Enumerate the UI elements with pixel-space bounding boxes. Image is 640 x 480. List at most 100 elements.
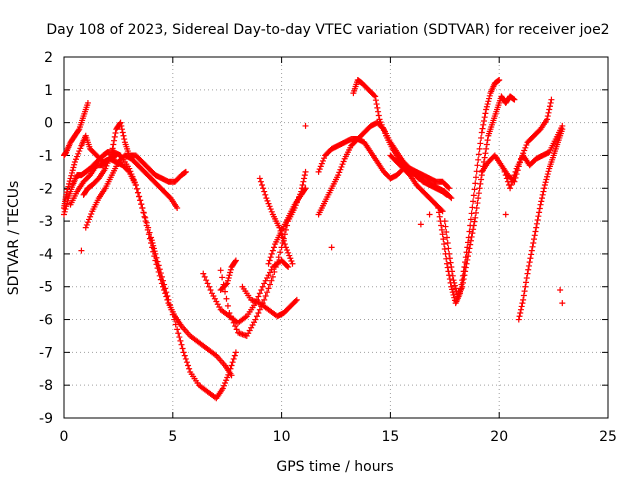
x-tick-label: 0 [60, 429, 69, 445]
data-point-marker [539, 191, 546, 198]
data-point-marker [149, 244, 156, 251]
data-point-marker [467, 241, 474, 248]
data-point-marker [543, 176, 550, 183]
data-point-marker [528, 251, 535, 258]
data-point-marker [541, 181, 548, 188]
data-point-marker [315, 168, 322, 175]
data-point-marker [443, 234, 450, 241]
data-point-marker [120, 132, 127, 139]
data-point-marker [63, 203, 70, 210]
data-point-marker [527, 255, 534, 262]
data-point-marker [542, 179, 549, 186]
data-point-marker [533, 224, 540, 231]
data-point-marker [118, 122, 125, 129]
y-tick-label: -6 [39, 313, 53, 329]
data-point-marker [182, 355, 189, 362]
data-point-marker [262, 277, 269, 284]
data-point-marker [282, 226, 289, 233]
data-point-marker [174, 326, 181, 333]
data-point-marker [261, 296, 268, 303]
data-point-marker [459, 283, 466, 290]
data-point-marker [483, 145, 490, 152]
data-point-marker [480, 117, 487, 124]
data-point-marker [246, 327, 253, 334]
data-point-marker [264, 197, 271, 204]
data-point-marker [302, 185, 309, 192]
data-point-marker [287, 255, 294, 262]
data-point-marker [133, 185, 140, 192]
data-point-marker [475, 195, 482, 202]
data-point-marker [524, 270, 531, 277]
data-point-marker [224, 280, 231, 287]
data-point-marker [210, 293, 217, 300]
data-point-marker [462, 264, 469, 271]
data-point-marker [164, 296, 171, 303]
data-point-marker [469, 230, 476, 237]
data-point-marker [521, 147, 528, 154]
data-point-marker [516, 313, 523, 320]
data-point-marker [111, 133, 118, 140]
data-point-marker [448, 283, 455, 290]
data-point-marker [262, 191, 269, 198]
data-point-marker [270, 244, 277, 251]
data-point-marker [253, 313, 260, 320]
data-point-marker [258, 287, 265, 294]
data-point-marker [134, 189, 141, 196]
data-point-marker [546, 103, 553, 110]
data-point-marker [446, 185, 453, 192]
data-point-marker [106, 154, 113, 161]
data-point-marker [203, 277, 210, 284]
data-point-marker [502, 172, 509, 179]
data-point-marker [545, 168, 552, 175]
data-point-marker [186, 365, 193, 372]
data-point-marker [541, 185, 548, 192]
data-point-marker [136, 193, 143, 200]
data-point-marker [75, 150, 82, 157]
data-point-marker [275, 254, 282, 261]
data-point-marker [483, 141, 490, 148]
data-point-marker [520, 296, 527, 303]
data-point-marker [213, 298, 220, 305]
data-point-marker [517, 306, 524, 313]
data-point-marker [105, 157, 112, 164]
data-point-marker [269, 273, 276, 280]
data-point-marker [82, 224, 89, 231]
data-point-marker [518, 303, 525, 310]
data-point-marker [284, 247, 291, 254]
data-point-marker [268, 277, 275, 284]
data-point-marker [227, 266, 234, 273]
y-tick-label: 1 [44, 83, 53, 99]
data-point-marker [63, 200, 70, 207]
data-point-marker [63, 191, 70, 198]
data-point-marker [460, 276, 467, 283]
data-point-marker [182, 168, 189, 175]
data-point-marker [472, 174, 479, 181]
data-point-marker [472, 214, 479, 221]
data-point-marker [448, 264, 455, 271]
data-point-marker [338, 163, 345, 170]
data-point-marker [265, 200, 272, 207]
data-point-marker [145, 231, 152, 238]
y-tick-label: -2 [39, 181, 53, 197]
data-point-marker [265, 285, 272, 292]
data-point-marker [486, 92, 493, 99]
data-point-marker [282, 244, 289, 251]
data-point-marker [163, 293, 170, 300]
data-point-marker [204, 280, 211, 287]
data-points [61, 76, 566, 402]
data-point-marker [175, 330, 182, 337]
data-point-marker [482, 150, 489, 157]
data-point-marker [475, 151, 482, 158]
data-point-marker [465, 249, 472, 256]
data-point-marker [108, 149, 115, 156]
data-point-marker [259, 181, 266, 188]
data-point-marker [266, 269, 273, 276]
data-point-marker [261, 280, 268, 287]
data-point-marker [501, 168, 508, 175]
data-point-marker [515, 316, 522, 323]
data-point-marker [233, 326, 240, 333]
data-point-marker [177, 337, 184, 344]
data-point-marker [536, 205, 543, 212]
data-point-marker [107, 151, 114, 158]
